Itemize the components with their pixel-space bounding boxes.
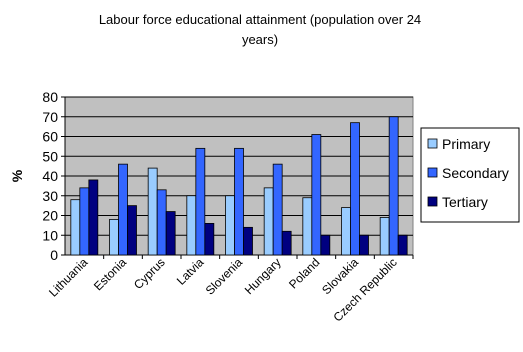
- bar-tertiary-estonia: [127, 205, 137, 256]
- bar-secondary-estonia: [118, 163, 128, 256]
- bar-primary-cyprus: [147, 167, 158, 256]
- bar-secondary-lithuania: [79, 187, 90, 256]
- legend-swatch: [427, 196, 438, 207]
- bar-primary-estonia: [109, 219, 119, 256]
- bar-tertiary-slovakia: [359, 234, 369, 256]
- y-tick-label: 60: [42, 129, 58, 145]
- x-tick-label: Slovenia: [203, 255, 246, 298]
- y-tick-label: 0: [50, 247, 58, 263]
- bar-secondary-slovakia: [350, 122, 360, 256]
- bar-tertiary-poland: [320, 234, 331, 256]
- bar-primary-slovenia: [225, 195, 235, 256]
- bar-secondary-czech-republic: [388, 116, 399, 256]
- chart-title-line-1: Labour force educational attainment (pop…: [98, 12, 422, 27]
- bar-primary-slovakia: [341, 207, 351, 256]
- x-tick-label: Cyprus: [131, 255, 168, 292]
- legend-swatch: [427, 167, 438, 178]
- y-tick-label: 20: [42, 208, 58, 224]
- bar-tertiary-lithuania: [88, 179, 99, 256]
- bar-secondary-poland: [311, 134, 322, 256]
- bar-tertiary-cyprus: [165, 211, 176, 256]
- chart-title: Labour force educational attainment (pop…: [40, 10, 480, 50]
- x-tick-label: Estonia: [91, 255, 129, 293]
- bar-secondary-latvia: [195, 147, 206, 256]
- bar-secondary-slovenia: [234, 147, 244, 256]
- bar-tertiary-latvia: [204, 222, 215, 256]
- bar-primary-czech-republic: [379, 217, 390, 256]
- legend-label: Secondary: [442, 165, 509, 181]
- bar-primary-hungary: [263, 187, 274, 256]
- y-tick-label: 30: [42, 188, 58, 204]
- bar-tertiary-slovenia: [243, 226, 253, 256]
- bar-tertiary-czech-republic: [397, 234, 408, 256]
- bar-secondary-hungary: [272, 163, 283, 256]
- bar-tertiary-hungary: [281, 230, 292, 256]
- y-tick-label: 40: [42, 168, 58, 184]
- x-tick-label: Poland: [286, 255, 322, 291]
- legend-label: Primary: [442, 136, 490, 152]
- y-tick-label: 70: [42, 109, 58, 125]
- x-tick-label: Latvia: [174, 255, 207, 288]
- y-tick-label: 10: [42, 227, 58, 243]
- bar-primary-latvia: [186, 195, 197, 256]
- y-tick-label: 50: [42, 148, 58, 164]
- bar-primary-lithuania: [70, 199, 81, 256]
- bar-primary-poland: [302, 197, 313, 256]
- y-tick-label: 80: [42, 89, 58, 105]
- x-tick-label: Hungary: [242, 255, 284, 297]
- legend-label: Tertiary: [442, 194, 488, 210]
- legend-swatch: [427, 138, 438, 149]
- y-axis-label: %: [9, 169, 25, 182]
- bar-secondary-cyprus: [156, 189, 167, 256]
- chart-title-line-2: years): [241, 32, 279, 47]
